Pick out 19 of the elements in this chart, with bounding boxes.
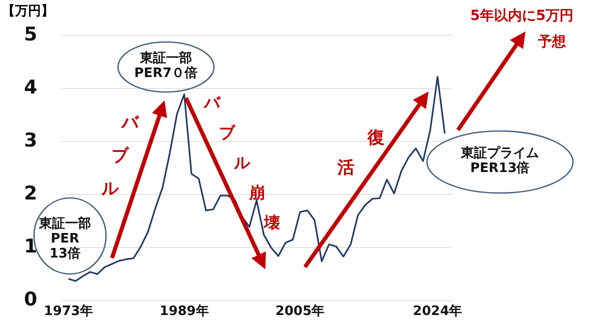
annotation: 東証一部 PER7０倍	[134, 51, 198, 82]
y-tick-label: 5	[24, 23, 38, 46]
annotation: 東証一部 PER 13倍	[39, 216, 91, 262]
y-tick-label: 4	[24, 76, 38, 98]
y-tick-label: 0	[24, 288, 38, 311]
y-axis-title: 【万円】	[2, 3, 54, 20]
y-tick-label: 3	[24, 129, 38, 152]
text: 東証プライム PER13倍	[461, 146, 539, 177]
y-tick-label: 2	[24, 182, 38, 204]
x-tick-label: 1973年	[44, 304, 94, 319]
x-tick-label: 1989年	[160, 304, 209, 319]
x-tick-label: 2024年	[412, 304, 462, 319]
annotation: バブル	[100, 113, 140, 200]
text: 予想	[538, 34, 566, 50]
annotation: バブル崩壊	[202, 93, 281, 232]
annotation: 復活	[336, 128, 386, 179]
y-tick-label: 1	[24, 235, 38, 258]
x-tick-label: 2005年	[275, 304, 325, 319]
text: 5年以内に5万円	[470, 8, 574, 24]
